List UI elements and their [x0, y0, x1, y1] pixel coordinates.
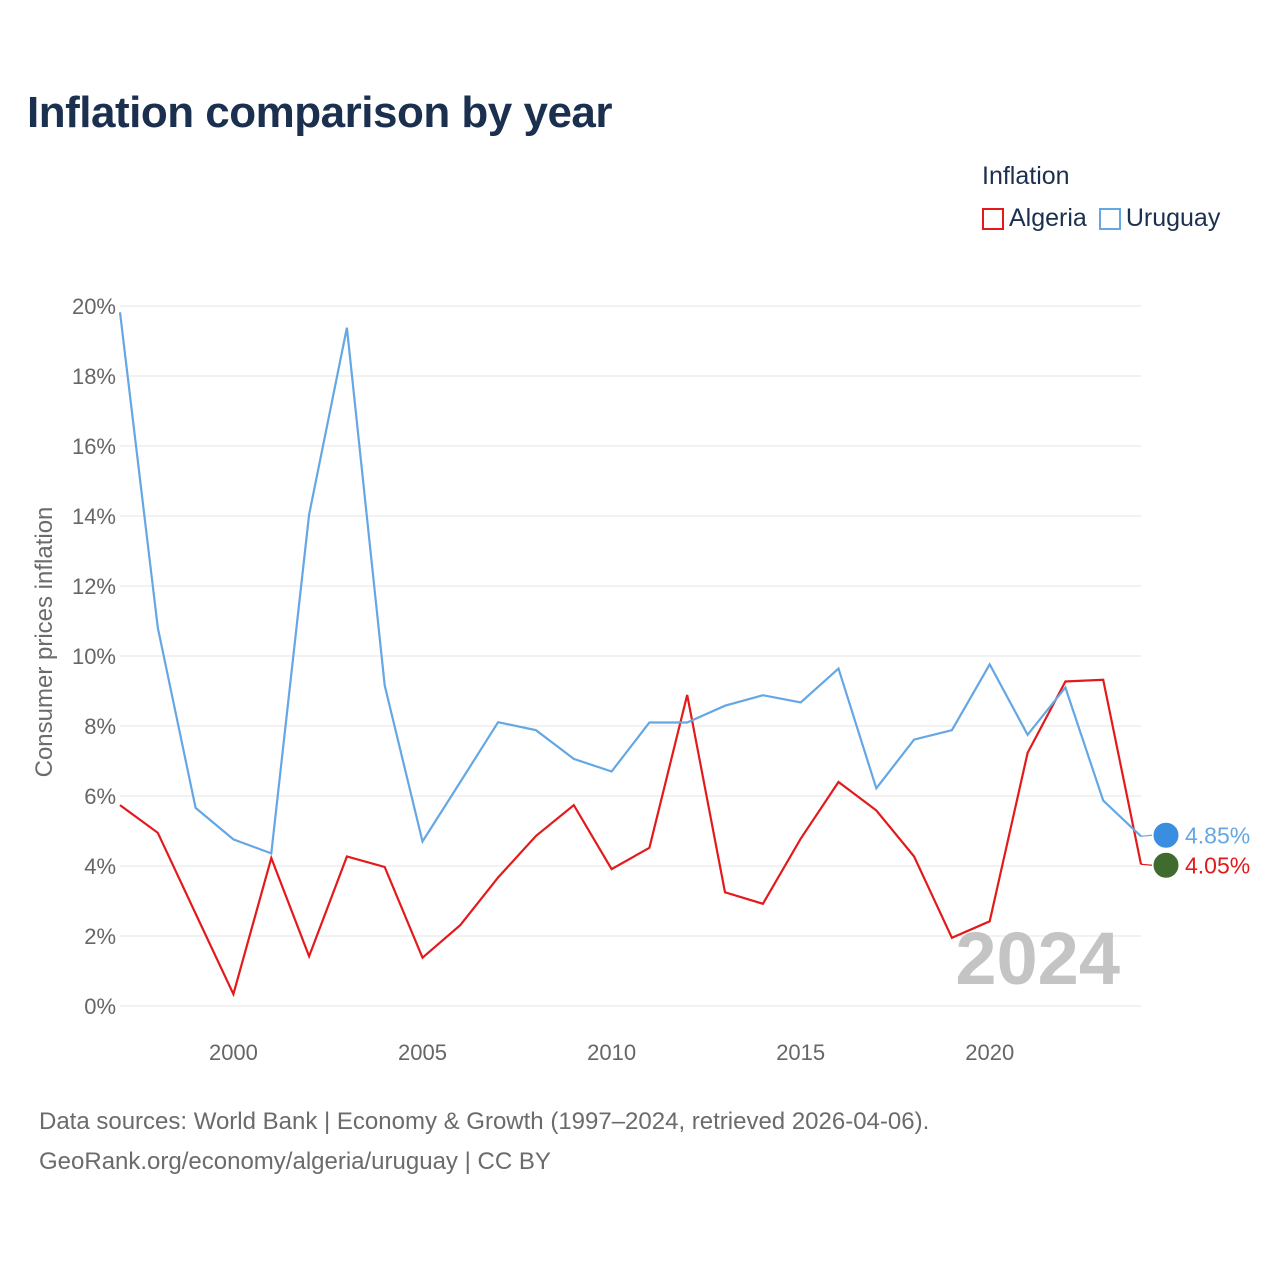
x-tick-label: 2005: [398, 1040, 447, 1065]
x-tick-label: 2000: [209, 1040, 258, 1065]
y-tick-label: 18%: [72, 364, 116, 389]
series-lines: [118, 312, 1143, 998]
y-tick-label: 12%: [72, 574, 116, 599]
y-tick-label: 8%: [84, 714, 116, 739]
y-axis-label: Consumer prices inflation: [31, 507, 58, 778]
year-watermark: 2024: [955, 917, 1120, 1000]
legend-swatch-algeria: [982, 207, 1004, 230]
y-tick-label: 16%: [72, 434, 116, 459]
x-tick-label: 2020: [965, 1040, 1014, 1065]
x-tick-label: 2015: [776, 1040, 825, 1065]
legend-title: Inflation: [982, 162, 1070, 190]
flag-uruguay-icon: [1152, 821, 1180, 849]
y-tick-label: 6%: [84, 784, 116, 809]
end-label-algeria: 4.05%: [1185, 852, 1250, 878]
legend-swatch-uruguay: [1098, 207, 1121, 230]
y-tick-label: 14%: [72, 504, 116, 529]
series-line-uruguay[interactable]: [118, 312, 1142, 855]
legend: Algeria Uruguay: [982, 204, 1220, 233]
y-axis-ticks: 0% 2% 4% 6% 8% 10% 12% 14% 16% 18% 20%: [72, 294, 116, 1019]
y-tick-label: 2%: [84, 924, 116, 949]
end-label-uruguay: 4.85%: [1185, 822, 1250, 848]
end-labels: 4.05% 4.85%: [1140, 821, 1250, 879]
legend-label-algeria: Algeria: [1009, 204, 1087, 232]
y-tick-label: 20%: [72, 294, 116, 319]
y-tick-label: 10%: [72, 644, 116, 669]
footer-credit[interactable]: GeoRank.org/economy/algeria/uruguay | CC…: [39, 1148, 551, 1175]
footer-sources: Data sources: World Bank | Economy & Gro…: [39, 1108, 930, 1135]
chart-title: Inflation comparison by year: [27, 88, 613, 137]
legend-item-uruguay[interactable]: Uruguay: [1098, 204, 1221, 233]
series-line-algeria[interactable]: [119, 678, 1143, 998]
y-tick-label: 0%: [84, 994, 116, 1019]
end-connector-algeria: [1140, 863, 1153, 866]
gridlines: [120, 305, 1141, 1007]
end-connector-uruguay: [1140, 834, 1153, 837]
x-axis-ticks: 2000 2005 2010 2015 2020: [209, 1040, 1014, 1065]
legend-item-algeria[interactable]: Algeria: [982, 204, 1087, 233]
flag-algeria-icon: [1152, 851, 1180, 879]
line-chart: 0% 2% 4% 6% 8% 10% 12% 14% 16% 18% 20% 2000 2005 201…: [31, 294, 1250, 1065]
x-tick-label: 2010: [587, 1040, 636, 1065]
y-tick-label: 4%: [84, 854, 116, 879]
legend-label-uruguay: Uruguay: [1125, 204, 1221, 232]
